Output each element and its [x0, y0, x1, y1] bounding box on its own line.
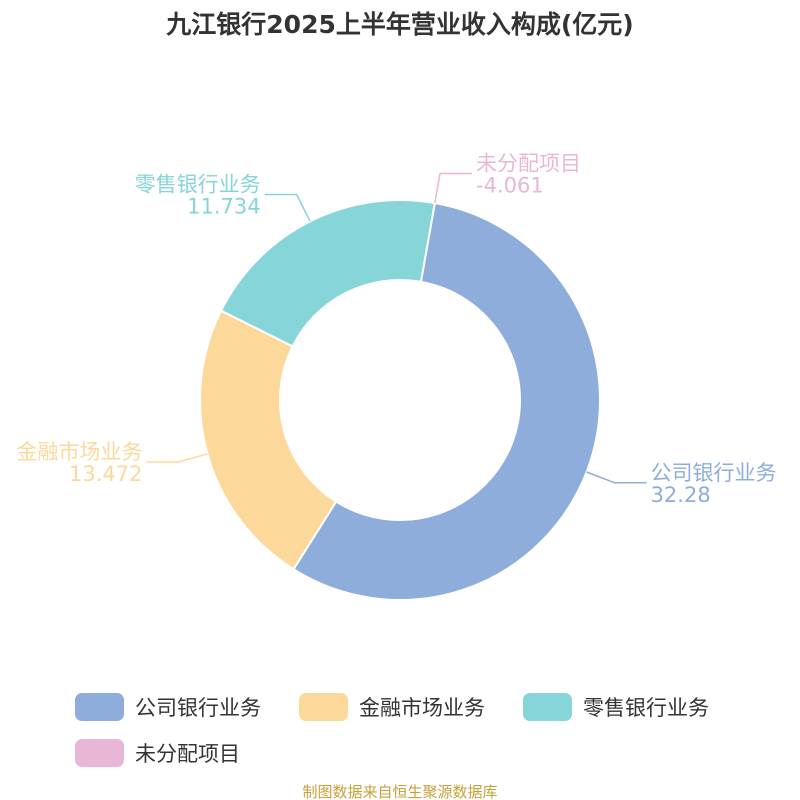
slice-value-label: 11.734: [187, 195, 260, 219]
leader-line: [146, 453, 208, 463]
slices-layer: [199, 199, 601, 601]
legend-label: 金融市场业务: [359, 696, 485, 720]
legend-swatch: [299, 693, 348, 721]
legend-swatch: [75, 739, 124, 767]
leader-line: [264, 193, 311, 222]
leader-line: [586, 471, 647, 484]
pie-slice: [199, 309, 338, 571]
legend-label: 公司银行业务: [135, 696, 261, 720]
legend-label: 未分配项目: [135, 742, 240, 766]
slice-label: 零售银行业务: [135, 173, 261, 197]
legend-swatch: [75, 693, 124, 721]
leader-line: [434, 172, 473, 204]
slice-value-label: -4.061: [476, 174, 544, 198]
legend-label: 零售银行业务: [583, 696, 709, 720]
pie-slice: [219, 199, 436, 348]
slice-label: 金融市场业务: [17, 440, 143, 464]
pie-slice: [292, 201, 601, 601]
legend-swatch: [523, 693, 572, 721]
chart-title: 九江银行2025上半年营业收入构成(亿元): [165, 10, 633, 39]
slice-value-label: 13.472: [69, 462, 142, 486]
slice-label: 公司银行业务: [651, 461, 777, 485]
source-note: 制图数据来自恒生聚源数据库: [302, 783, 497, 800]
slice-value-label: 32.28: [651, 483, 711, 507]
slice-label: 未分配项目: [476, 152, 581, 176]
